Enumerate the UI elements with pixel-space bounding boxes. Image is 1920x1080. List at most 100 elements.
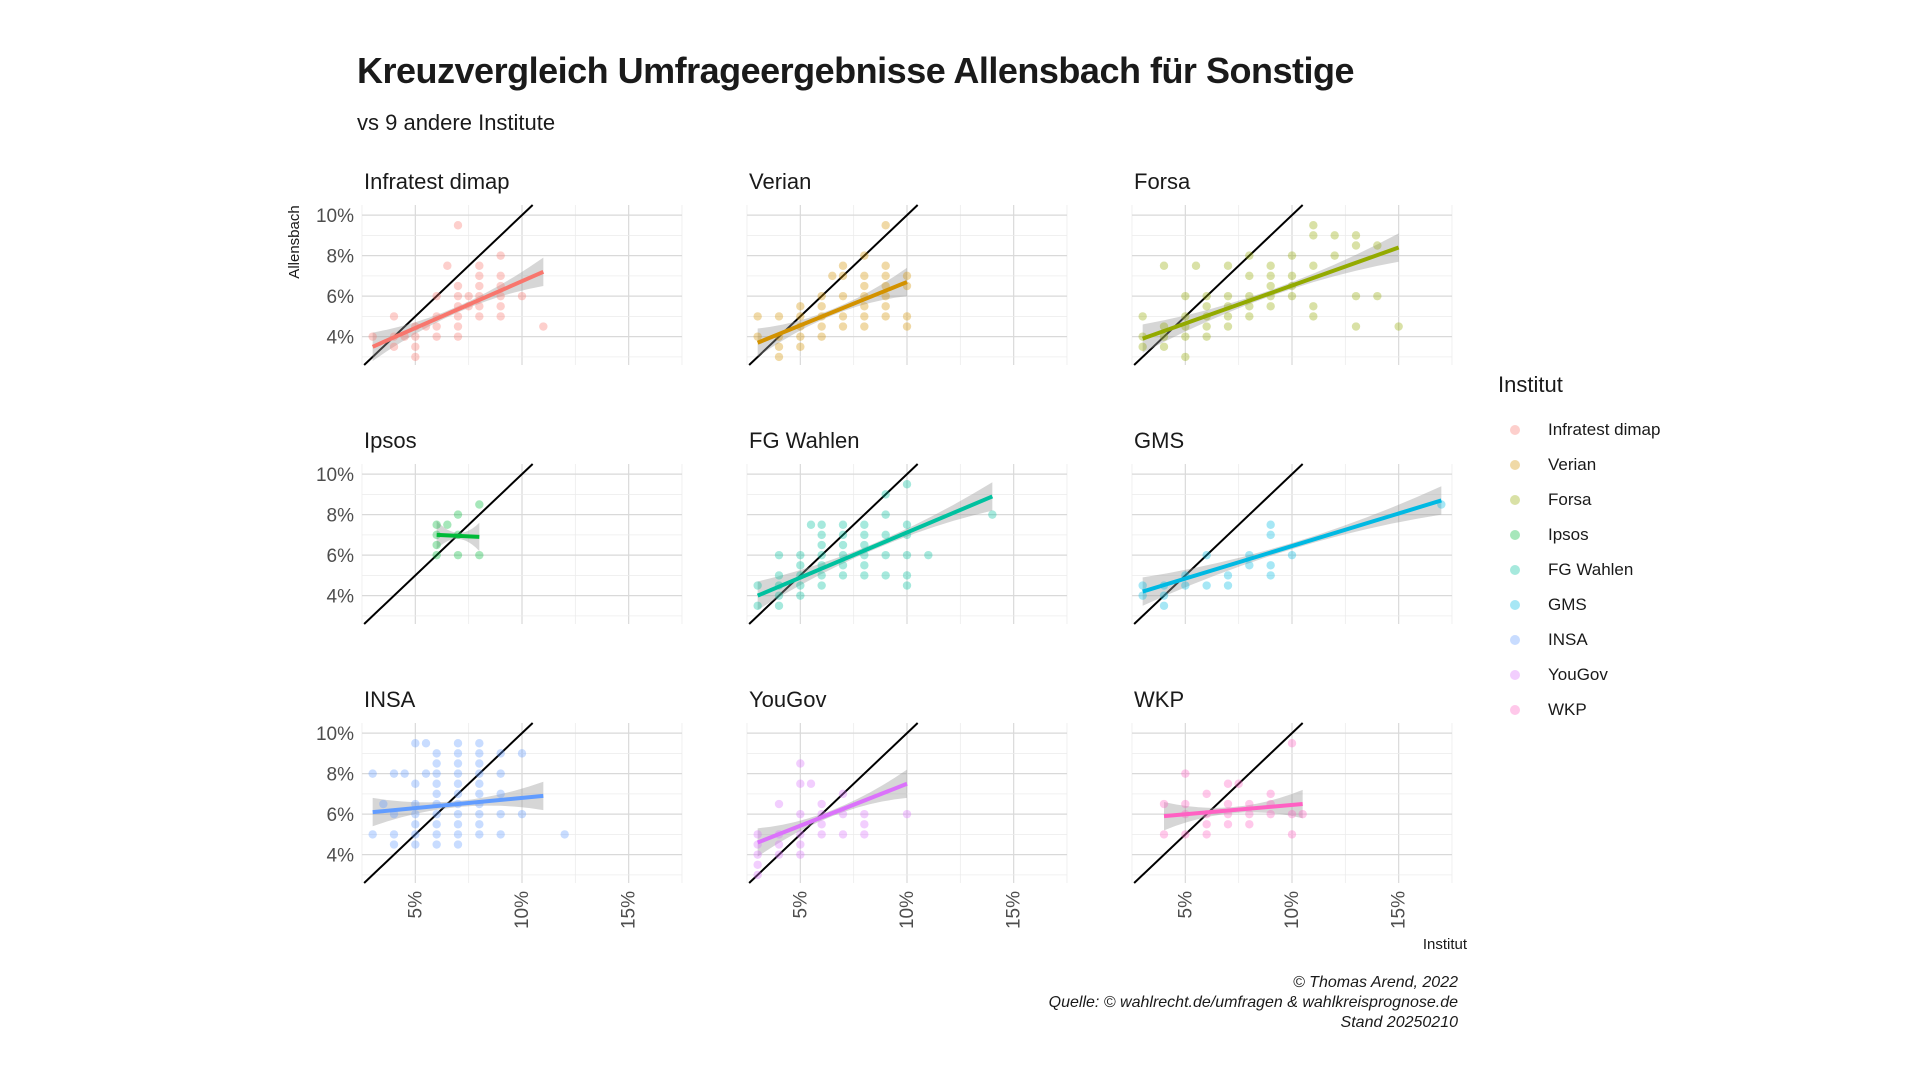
data-point: [796, 342, 805, 351]
data-point: [753, 332, 762, 341]
y-tick-label: 6%: [327, 546, 355, 567]
data-point: [860, 271, 869, 281]
trend-line: [1142, 498, 1442, 594]
data-point: [796, 850, 805, 859]
data-point: [1266, 261, 1275, 270]
data-point: [753, 870, 762, 880]
facet-panel: GMS: [1131, 428, 1453, 625]
data-point: [753, 850, 762, 859]
data-point: [411, 779, 420, 788]
data-point: [1223, 322, 1233, 331]
data-point: [1202, 302, 1211, 311]
legend-label: Forsa: [1548, 489, 1592, 509]
y-tick-label: 4%: [327, 587, 355, 608]
data-point: [453, 281, 463, 291]
data-point: [1181, 830, 1190, 839]
data-point: [411, 352, 420, 362]
data-point: [453, 312, 463, 321]
trend-line: [372, 793, 544, 815]
facet-title: YouGov: [749, 687, 826, 712]
caption-source: Quelle: © wahlrecht.de/umfragen & wahlkr…: [1048, 994, 1458, 1011]
data-point: [817, 291, 826, 301]
data-point: [817, 530, 826, 540]
data-point: [453, 550, 463, 560]
data-point: [1245, 271, 1254, 281]
data-point: [1394, 322, 1403, 331]
data-point: [817, 550, 826, 560]
x-tick-label: 15%: [1004, 891, 1025, 929]
data-point: [838, 571, 848, 580]
data-point: [806, 520, 816, 529]
data-point: [1181, 352, 1190, 362]
data-point: [560, 830, 569, 839]
data-point: [475, 281, 484, 291]
data-point: [1287, 251, 1297, 260]
data-point: [902, 520, 912, 529]
data-point: [1309, 231, 1318, 240]
data-point: [796, 332, 805, 341]
data-point: [443, 261, 452, 270]
data-point: [774, 312, 784, 321]
data-point: [389, 312, 399, 321]
data-point: [902, 550, 912, 560]
data-point: [753, 312, 762, 321]
data-point: [1181, 332, 1190, 341]
data-point: [432, 759, 441, 768]
y-tick-label: 6%: [327, 805, 355, 826]
data-point: [860, 312, 869, 321]
data-point: [753, 601, 762, 610]
legend-label: Ipsos: [1548, 524, 1589, 544]
data-point: [1191, 261, 1201, 270]
x-tick-label: 5%: [405, 891, 426, 919]
data-point: [1159, 830, 1169, 839]
data-point: [1287, 809, 1297, 819]
y-tick-label: 10%: [316, 724, 354, 745]
data-point: [368, 830, 377, 839]
data-point: [1138, 342, 1147, 351]
data-point: [475, 759, 484, 768]
data-point: [796, 830, 805, 839]
data-point: [1202, 581, 1211, 590]
data-point: [1266, 571, 1275, 580]
data-point: [496, 302, 505, 311]
legend-swatch: [1510, 494, 1520, 505]
data-point: [774, 342, 784, 351]
data-point: [389, 830, 399, 839]
data-point: [860, 571, 869, 580]
data-point: [432, 789, 441, 799]
data-point: [796, 302, 805, 311]
legend-item: GMS: [1498, 587, 1660, 622]
data-point: [1202, 550, 1211, 560]
legend-label: FG Wahlen: [1548, 559, 1634, 579]
x-tick-label: 5%: [790, 891, 811, 919]
data-point: [453, 840, 463, 849]
legend-label: INSA: [1548, 629, 1588, 649]
facet-panel: Verian: [746, 169, 1068, 366]
data-point: [379, 799, 388, 809]
data-point: [1266, 561, 1275, 570]
data-point: [496, 251, 505, 260]
data-point: [368, 332, 377, 341]
x-tick-label: 15%: [1389, 891, 1410, 929]
data-point: [881, 490, 890, 499]
data-point: [1351, 322, 1361, 331]
data-point: [924, 550, 933, 560]
data-point: [881, 271, 890, 281]
data-point: [1287, 550, 1297, 560]
data-point: [1245, 820, 1254, 829]
data-point: [475, 271, 484, 281]
data-point: [881, 312, 890, 321]
data-point: [1159, 261, 1169, 270]
data-point: [421, 769, 431, 778]
data-point: [475, 779, 484, 788]
data-point: [389, 769, 399, 778]
data-point: [774, 601, 784, 610]
legend-swatch: [1510, 599, 1520, 610]
data-point: [400, 769, 409, 778]
facet-panel: Infratest dimap 4% 6% 8% 10%: [316, 169, 683, 366]
legend: Institut Infratest dimap Verian Forsa Ip…: [1498, 372, 1660, 727]
data-point: [411, 739, 420, 748]
data-point: [453, 749, 463, 758]
data-point: [881, 530, 890, 540]
